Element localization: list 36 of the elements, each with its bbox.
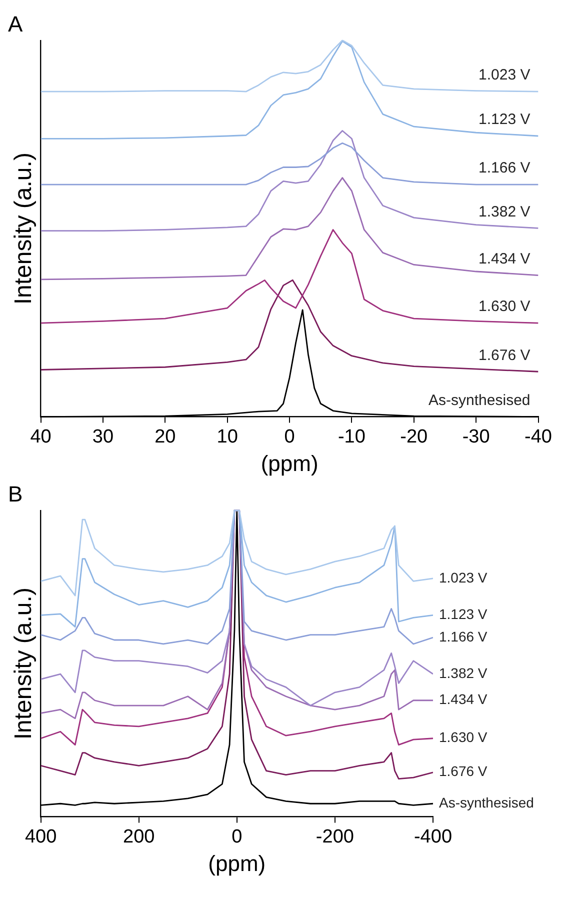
x-tick-label: 200 (123, 826, 155, 848)
chart-title: A (8, 11, 23, 36)
x-tick-label: 0 (232, 826, 242, 848)
y-axis-title: Intensity (a.u.) (10, 588, 38, 740)
series-label: 1.434 V (439, 691, 488, 708)
x-tick-label: -20 (400, 426, 428, 448)
y-axis-title: Intensity (a.u.) (10, 152, 38, 305)
x-tick-label: 10 (216, 426, 238, 448)
series-label: 1.382 V (478, 203, 530, 220)
series-label: 1.166 V (478, 160, 530, 177)
x-tick-label: 30 (92, 426, 114, 448)
x-tick-label: -40 (524, 426, 552, 448)
series-label: 1.676 V (478, 346, 530, 364)
x-tick-label: -10 (338, 426, 366, 448)
x-tick-label: -200 (316, 826, 354, 848)
series-label: 1.023 V (478, 66, 530, 84)
x-tick-label: -400 (414, 826, 452, 848)
series-label: 1.676 V (439, 763, 488, 780)
x-tick-label: -30 (462, 426, 490, 448)
series-label: 1.023 V (439, 569, 488, 586)
series-label: As-synthesised (439, 794, 534, 810)
series-label: 1.166 V (439, 628, 488, 644)
series-label: 1.123 V (439, 606, 488, 622)
x-tick-label: 0 (284, 426, 295, 448)
chart-title: B (8, 481, 23, 506)
x-axis-title: (ppm) (260, 450, 318, 476)
series-label: 1.123 V (478, 111, 530, 128)
x-axis-title: (ppm) (208, 850, 266, 876)
x-tick-label: 40 (30, 426, 52, 448)
series-label: 1.382 V (439, 664, 488, 681)
series-label: As-synthesised (428, 392, 530, 409)
x-tick-label: 400 (24, 826, 57, 848)
x-tick-label: 20 (154, 426, 176, 448)
series-label: 1.630 V (478, 298, 530, 316)
series-label: 1.434 V (478, 250, 530, 268)
series-label: 1.630 V (439, 729, 488, 746)
